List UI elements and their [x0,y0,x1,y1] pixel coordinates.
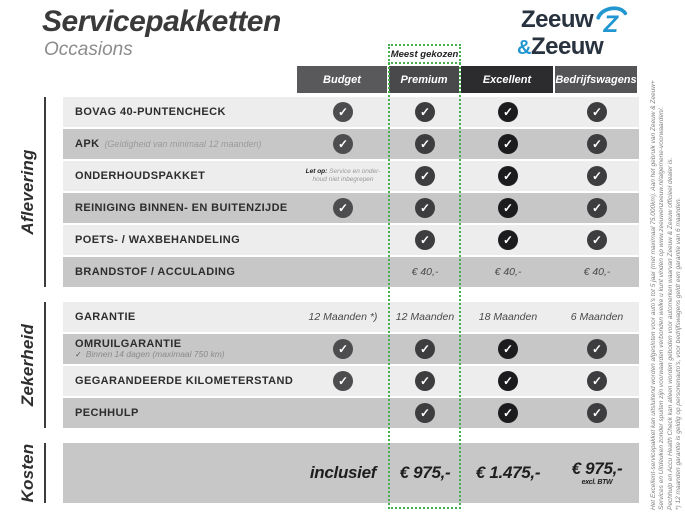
check-icon: ✓ [498,403,518,423]
row-label: ONDERHOUDSPAKKET [75,170,206,182]
legal-footnotes: Het Excellent-servicepakket kan uitsluit… [650,58,684,510]
column-header-budget: Budget [297,66,387,93]
check-icon: ✓ [333,134,353,154]
check-icon: ✓ [498,371,518,391]
price-value: € 40,- [411,266,439,278]
check-icon: ✓ [333,102,353,122]
excl-btw-note: excl. BTW [581,479,613,486]
check-icon: ✓ [498,102,518,122]
kosten-rail [44,443,46,503]
footnote-line: *) 12 maanden garantie is geldig op pers… [675,197,683,510]
check-icon: ✓ [587,339,607,359]
footnote-line: Services en Uitdeuken zonder spuiten zij… [658,106,666,510]
table-row-bovag: BOVAG 40-PUNTENCHECK ✓ ✓ ✓ ✓ [63,97,639,127]
kosten-budget: inclusief [309,463,377,482]
row-sub-note: ✓ Binnen 14 dagen (maximaal 750 km) [75,349,225,360]
section-label-aflevering: Aflevering [18,149,37,235]
kosten-row: inclusief € 975,- € 1.475,- € 975,- excl… [63,443,639,503]
row-label: POETS- / WAXBEHANDELING [75,234,241,246]
check-icon: ✓ [587,371,607,391]
column-header-premium: Premium [389,66,459,93]
table-row-poets: POETS- / WAXBEHANDELING ✓ ✓ ✓ [63,225,639,255]
aflevering-rail [44,97,46,287]
check-icon: ✓ [498,166,518,186]
check-icon: ✓ [587,166,607,186]
price-value: € 40,- [583,266,611,278]
svg-text:Z: Z [603,11,620,35]
check-icon: ✓ [415,198,435,218]
logo-z-swoosh-icon: Z [596,6,628,35]
meest-gekozen-badge: Meest gekozen [388,44,461,64]
garantie-value: 18 Maanden [478,311,538,323]
table-row-apk: APK (Geldigheid van minimaal 12 maanden) … [63,129,639,159]
check-icon: ✓ [333,371,353,391]
row-label: BRANDSTOF / ACCULADING [75,266,236,278]
check-icon: ✓ [587,134,607,154]
section-label-kosten: Kosten [18,443,37,503]
check-icon: ✓ [333,339,353,359]
footnote-line: Het Excellent-servicepakket kan uitsluit… [650,80,657,510]
check-icon: ✓ [415,166,435,186]
table-row-kilometerstand: GEGARANDEERDE KILOMETERSTAND ✓ ✓ ✓ ✓ [63,366,639,396]
page-title: Servicepakketten [42,5,281,38]
column-headers: Budget Premium Excellent Bedrijfswagens [297,66,637,93]
row-label: PECHHULP [75,407,139,419]
zeeuw-zeeuw-logo: Zeeuw Z &Zeeuw [517,6,628,60]
check-icon: ✓ [415,102,435,122]
logo-word1: Zeeuw [521,6,594,33]
check-icon: ✓ [333,198,353,218]
logo-ampersand: & [517,37,531,59]
check-icon: ✓ [498,339,518,359]
check-icon: ✓ [415,134,435,154]
logo-word2: Zeeuw [530,33,604,60]
table-row-brandstof: BRANDSTOF / ACCULADING € 40,- € 40,- € 4… [63,257,639,287]
kosten-excellent: € 1.475,- [475,463,541,482]
row-label: APK (Geldigheid van minimaal 12 maanden) [75,138,262,150]
budget-exclusion-note: Let op: Service en onder-houd niet inbeg… [305,168,381,183]
garantie-value: 12 Maanden *) [308,311,378,323]
check-icon: ✓ [415,230,435,250]
table-row-onderhoudspakket: ONDERHOUDSPAKKET Let op: Service en onde… [63,161,639,191]
table-row-garantie: GARANTIE 12 Maanden *) 12 Maanden 18 Maa… [63,302,639,332]
footnote-line: Pechhulp en Accu Health Check kan alleen… [666,157,674,510]
row-label: REINIGING BINNEN- EN BUITENZIJDE [75,202,288,214]
check-icon: ✓ [415,371,435,391]
kosten-bedrijfswagens: € 975,- excl. BTW [555,460,639,486]
zekerheid-rail [44,302,46,428]
check-icon: ✓ [75,350,82,360]
page-subtitle: Occasions [44,39,133,60]
check-icon: ✓ [498,134,518,154]
garantie-value: 12 Maanden [395,311,455,323]
row-label: GARANTIE [75,311,136,323]
row-sub-note: (Geldigheid van minimaal 12 maanden) [104,139,262,149]
section-label-zekerheid: Zekerheid [18,323,37,407]
check-icon: ✓ [587,102,607,122]
table-row-omruilgarantie: OMRUILGARANTIE ✓ Binnen 14 dagen (maximaa… [63,334,639,364]
row-label: GEGARANDEERDE KILOMETERSTAND [75,375,294,387]
table-row-pechhulp: PECHHULP ✓ ✓ ✓ [63,398,639,428]
price-value: € 40,- [494,266,522,278]
column-header-bedrijfswagens: Bedrijfswagens [555,66,637,93]
check-icon: ✓ [587,230,607,250]
zekerheid-section: GARANTIE 12 Maanden *) 12 Maanden 18 Maa… [63,302,639,430]
table-row-reiniging: REINIGING BINNEN- EN BUITENZIJDE ✓ ✓ ✓ ✓ [63,193,639,223]
garantie-value: 6 Maanden [570,311,624,323]
aflevering-section: BOVAG 40-PUNTENCHECK ✓ ✓ ✓ ✓ APK (Geldigh… [63,97,639,289]
row-label: BOVAG 40-PUNTENCHECK [75,106,226,118]
check-icon: ✓ [587,198,607,218]
kosten-premium: € 975,- [399,463,451,482]
check-icon: ✓ [587,403,607,423]
check-icon: ✓ [498,230,518,250]
column-header-excellent: Excellent [461,66,553,93]
check-icon: ✓ [415,403,435,423]
row-label: OMRUILGARANTIE ✓ Binnen 14 dagen (maximaa… [63,338,297,360]
check-icon: ✓ [415,339,435,359]
check-icon: ✓ [498,198,518,218]
